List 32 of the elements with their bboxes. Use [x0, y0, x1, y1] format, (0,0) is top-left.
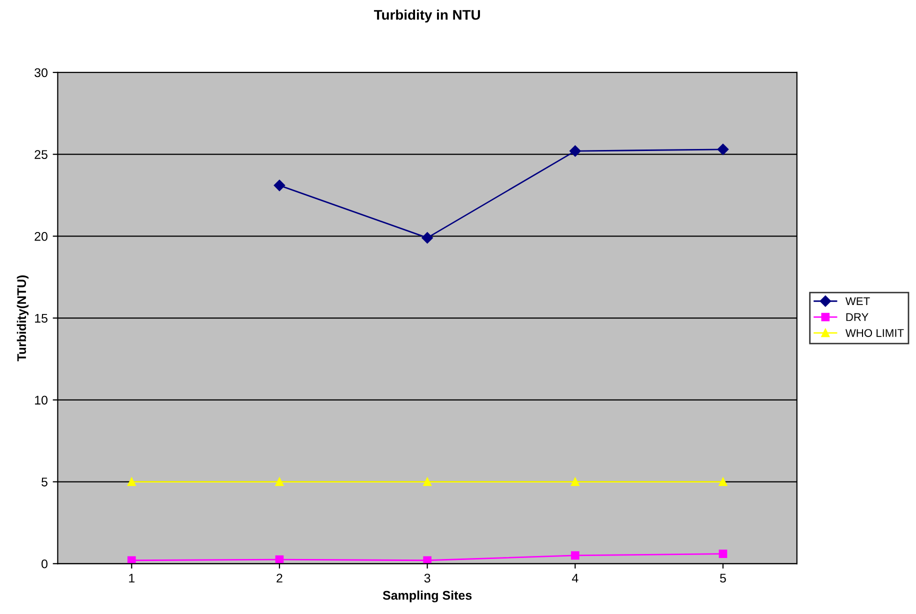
x-tick-label: 1	[129, 574, 134, 582]
point	[570, 551, 580, 560]
y-tick-label: 5	[42, 478, 48, 486]
y-tick-label: 0	[42, 559, 48, 568]
point	[275, 478, 284, 486]
point	[570, 145, 581, 157]
y-axis-title: Turbidity(NTU)	[16, 275, 29, 362]
point	[718, 550, 728, 558]
chart-title: Turbidity in NTU	[374, 10, 480, 23]
point	[127, 556, 136, 564]
point	[718, 478, 728, 486]
x-axis-title: Sampling Sites	[382, 590, 472, 602]
legend-label: WHO LIMIT	[845, 329, 904, 337]
x-tick-label: 3	[424, 574, 430, 583]
point	[422, 232, 433, 244]
y-tick-label: 30	[34, 68, 48, 78]
point	[717, 144, 729, 156]
legend-label: WET	[845, 297, 870, 306]
y-tick-label: 25	[34, 150, 48, 159]
y-tick-label: 20	[34, 232, 48, 241]
y-tick-label: 10	[35, 396, 48, 405]
legend-label: DRY	[846, 313, 868, 321]
point	[423, 556, 432, 564]
x-tick-label: 2	[276, 574, 282, 582]
point	[423, 478, 432, 486]
x-tick-label: 4	[572, 574, 578, 582]
y-tick-label: 15	[35, 314, 48, 323]
point	[274, 180, 286, 192]
point	[275, 555, 284, 564]
point	[570, 478, 580, 486]
x-tick-label: 5	[720, 574, 726, 583]
point	[127, 478, 136, 486]
